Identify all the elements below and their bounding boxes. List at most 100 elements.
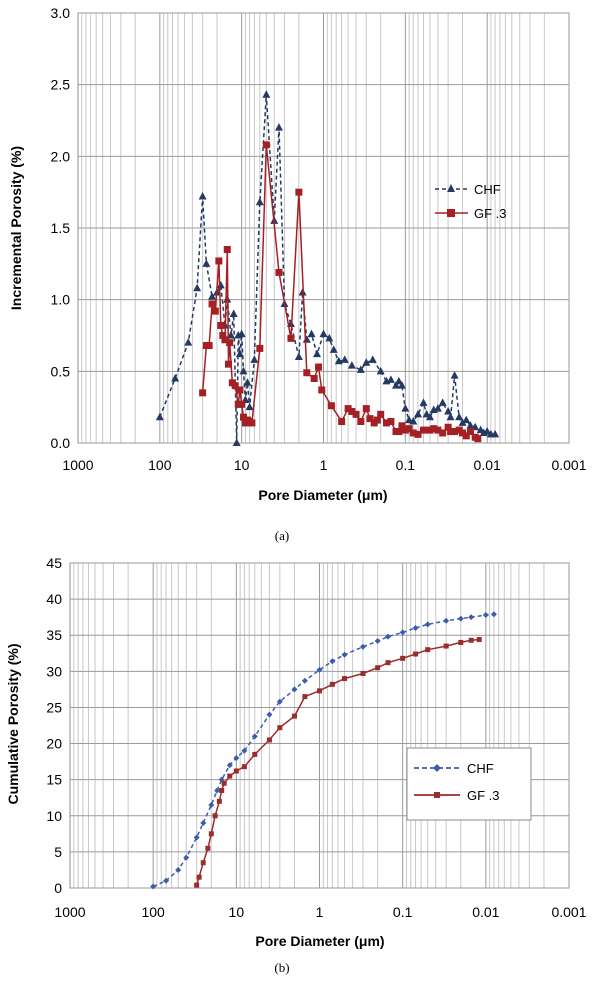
data-point-chf xyxy=(399,629,406,636)
data-point-gf-3 xyxy=(266,737,272,743)
data-point-chf xyxy=(208,292,217,300)
data-point-chf xyxy=(376,366,385,375)
data-point-gf-3 xyxy=(329,681,335,687)
data-point-chf xyxy=(490,611,497,618)
data-point-chf xyxy=(438,398,447,406)
data-point-chf xyxy=(409,417,418,425)
data-point-chf xyxy=(316,666,323,673)
data-point-chf xyxy=(412,625,419,631)
data-point-chf xyxy=(208,801,215,808)
data-point-chf xyxy=(444,406,453,415)
data-point-gf-3 xyxy=(215,257,223,265)
x-tick-label: 10 xyxy=(229,904,245,920)
data-point-gf-3 xyxy=(443,643,449,649)
data-point-gf-3 xyxy=(430,425,438,433)
x-tick-label: 0.01 xyxy=(472,904,499,920)
y-tick-label: 20 xyxy=(46,736,62,752)
data-point-gf-3 xyxy=(401,426,409,434)
data-point-chf xyxy=(243,378,252,386)
y-tick-label: 30 xyxy=(46,663,62,679)
data-point-chf xyxy=(237,329,246,338)
x-ticks-a: 1000 100 10 1 0.1 0.01 0.001 xyxy=(62,457,586,473)
data-point-gf-3 xyxy=(224,360,232,368)
x-tick-label: 0.1 xyxy=(393,904,413,920)
data-point-gf-3 xyxy=(447,428,455,436)
x-tick-label: 0.1 xyxy=(396,457,416,473)
legend-box-b xyxy=(406,747,532,821)
data-point-chf xyxy=(235,349,244,358)
data-point-gf-3 xyxy=(398,422,406,430)
data-point-chf xyxy=(266,711,273,718)
x-tick-label: 1 xyxy=(316,904,324,920)
data-point-chf xyxy=(394,376,403,385)
y-tick-label: 1.5 xyxy=(51,220,71,236)
data-point-chf xyxy=(175,866,182,873)
data-point-chf xyxy=(319,329,328,338)
data-point-chf xyxy=(200,820,207,826)
data-point-gf-3 xyxy=(317,688,322,694)
data-point-gf-3 xyxy=(459,429,467,437)
series-a xyxy=(155,90,500,446)
data-point-gf-3 xyxy=(462,432,470,440)
data-point-gf-3 xyxy=(405,425,413,433)
data-point-chf xyxy=(184,338,193,346)
data-point-gf-3 xyxy=(223,246,231,253)
data-point-gf-3 xyxy=(426,426,434,434)
data-point-chf xyxy=(397,381,406,389)
data-point-gf-3 xyxy=(241,764,247,770)
data-point-gf-3 xyxy=(439,429,447,437)
data-point-gf-3 xyxy=(474,435,482,443)
data-point-chf xyxy=(245,402,254,411)
data-point-gf-3 xyxy=(382,419,390,427)
x-tick-label: 0.001 xyxy=(551,904,586,920)
data-point-chf xyxy=(193,834,200,841)
data-point-chf xyxy=(401,404,410,412)
data-point-gf-3 xyxy=(434,426,442,434)
legend-label-chf-a: CHF xyxy=(474,182,501,197)
data-point-chf xyxy=(340,355,349,363)
y-tick-label: 0.5 xyxy=(51,363,71,379)
data-point-chf xyxy=(457,615,464,622)
data-point-chf xyxy=(307,329,316,338)
y-tick-label: 2.0 xyxy=(51,148,71,164)
data-point-chf xyxy=(216,280,225,289)
x-tick-label: 1000 xyxy=(62,457,93,473)
data-point-chf xyxy=(276,698,283,705)
data-point-gf-3 xyxy=(444,423,452,431)
data-point-gf-3 xyxy=(221,780,227,786)
legend-a: CHF GF .3 xyxy=(435,182,507,221)
data-point-gf-3 xyxy=(236,386,244,394)
x-axis-label-b: Pore Diameter (μm) xyxy=(255,933,384,949)
data-point-chf xyxy=(239,366,248,375)
data-point-chf xyxy=(446,412,455,421)
x-tick-label: 100 xyxy=(148,457,172,473)
data-point-gf-3 xyxy=(414,430,422,438)
x-tick-label: 100 xyxy=(141,904,165,920)
x-axis-label-a: Pore Diameter (μm) xyxy=(258,487,387,503)
x-tick-label: 1000 xyxy=(54,904,85,920)
data-point-gf-3 xyxy=(338,418,346,425)
data-point-chf xyxy=(214,787,221,794)
data-point-chf xyxy=(433,404,442,412)
data-point-chf xyxy=(233,755,240,761)
y-ticks-a: 0.0 0.5 1.0 1.5 2.0 2.5 3.0 xyxy=(51,5,71,451)
data-point-gf-3 xyxy=(231,382,239,390)
data-point-chf xyxy=(462,415,471,424)
y-tick-label: 0.0 xyxy=(51,435,71,451)
data-point-chf xyxy=(313,349,322,358)
data-point-chf xyxy=(227,331,236,339)
data-point-gf-3 xyxy=(208,300,216,308)
legend-marker-chf-b xyxy=(433,764,441,772)
data-point-chf xyxy=(274,123,283,131)
data-point-chf xyxy=(468,614,475,621)
y-tick-label: 15 xyxy=(46,772,62,788)
data-point-chf xyxy=(329,658,336,665)
data-point-gf-3 xyxy=(219,332,227,339)
data-point-chf xyxy=(374,638,381,644)
data-point-gf-3 xyxy=(239,413,247,421)
data-point-gf-3 xyxy=(196,874,202,880)
data-point-chf xyxy=(424,621,431,628)
panel-a-incremental-porosity: 0.0 0.5 1.0 1.5 2.0 2.5 3.0 1000 100 10 1 0.1 0.01 0… xyxy=(8,5,587,543)
data-point-gf-3 xyxy=(377,410,385,418)
